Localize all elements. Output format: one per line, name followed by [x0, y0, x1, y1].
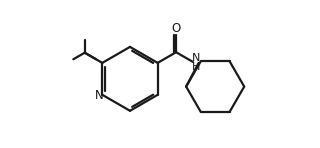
- Text: N
H: N H: [192, 53, 200, 73]
- Text: O: O: [172, 21, 181, 34]
- Text: N: N: [94, 89, 103, 102]
